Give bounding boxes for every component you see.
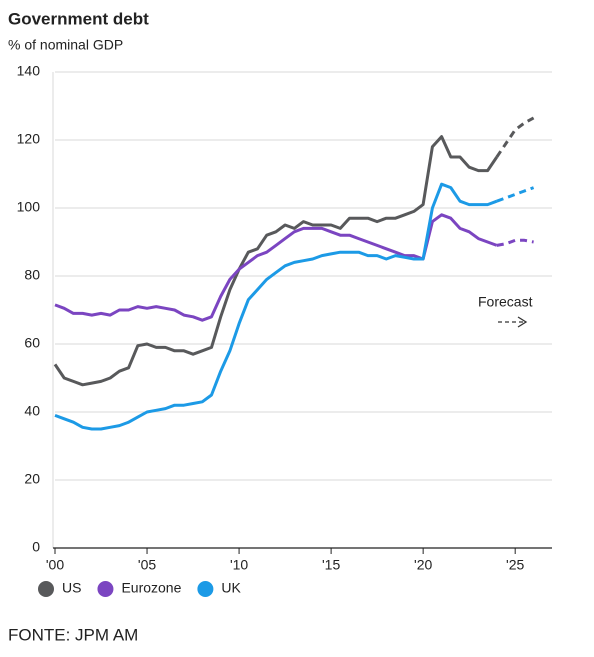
legend-label: Eurozone xyxy=(121,580,181,596)
x-tick-label: '25 xyxy=(506,557,524,573)
x-tick-label: '00 xyxy=(46,557,64,573)
y-tick-label: 60 xyxy=(24,335,40,351)
legend-marker xyxy=(97,581,114,597)
annotation: Forecast xyxy=(478,294,533,310)
y-tick-label: 120 xyxy=(17,131,41,147)
x-tick-label: '05 xyxy=(138,557,156,573)
x-tick-label: '15 xyxy=(322,557,340,573)
legend-label: US xyxy=(62,580,81,596)
y-tick-label: 40 xyxy=(24,403,40,419)
forecast-line xyxy=(495,116,535,158)
forecast-arrow xyxy=(498,316,528,328)
legend-marker xyxy=(38,581,54,597)
y-tick-label: 140 xyxy=(17,63,41,79)
series-line xyxy=(53,135,499,387)
y-tick-label: 80 xyxy=(24,267,40,283)
y-tick-label: 20 xyxy=(24,471,40,487)
chart-subtitle: % of nominal GDP xyxy=(8,37,123,53)
chart-title: Government debt xyxy=(8,9,149,28)
y-tick-label: 100 xyxy=(17,199,41,215)
x-tick-label: '10 xyxy=(230,557,248,573)
legend-label: UK xyxy=(221,580,241,596)
series-line xyxy=(54,182,498,431)
legend-marker xyxy=(197,581,214,597)
arrow-head xyxy=(517,316,528,328)
x-tick-label: '20 xyxy=(414,557,432,573)
forecast-line xyxy=(496,238,534,247)
forecast-line xyxy=(496,186,535,203)
source: FONTE: JPM AM xyxy=(8,625,138,644)
y-tick-label: 0 xyxy=(32,539,40,555)
